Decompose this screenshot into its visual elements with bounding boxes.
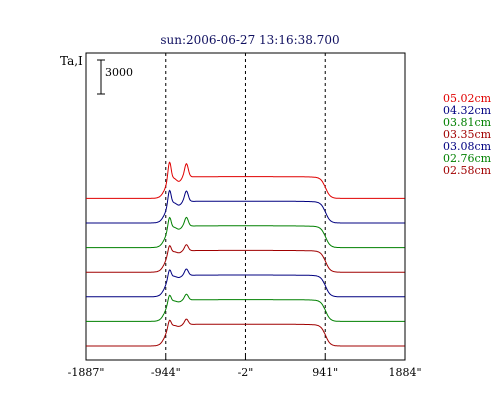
legend-entry: 03.35cm (443, 128, 492, 141)
scale-bar (97, 59, 105, 95)
x-tick-label: 1884" (388, 366, 422, 379)
legend-entry: 02.76cm (443, 152, 492, 165)
scale-bar-label: 3000 (105, 66, 133, 79)
x-axis-ticks (85, 356, 406, 360)
legend-entry: 02.58cm (443, 164, 492, 177)
x-tick-label: -2" (237, 366, 254, 379)
series-line (86, 244, 405, 273)
x-tick-label: -944" (150, 366, 181, 379)
series-line (86, 268, 405, 298)
series-line (86, 216, 405, 249)
legend-entry: 03.81cm (443, 116, 492, 129)
x-tick-label: 941" (312, 366, 339, 379)
series-line (86, 293, 405, 322)
series-lines (86, 161, 405, 347)
series-line (86, 161, 405, 199)
x-tick-label: -1887" (67, 366, 105, 379)
legend-entry: 05.02cm (443, 92, 492, 105)
legend-entry: 04.32cm (443, 104, 492, 117)
legend-entry: 03.08cm (443, 140, 492, 153)
chart-title: sun:2006-06-27 13:16:38.700 (160, 33, 340, 47)
series-line (86, 189, 405, 224)
y-axis-label: Ta,I (60, 54, 83, 68)
series-line (86, 318, 405, 347)
reference-lines (165, 53, 326, 360)
legend: 05.02cm 04.32cm 03.81cm 03.35cm 03.08cm 02.76… (443, 93, 491, 177)
